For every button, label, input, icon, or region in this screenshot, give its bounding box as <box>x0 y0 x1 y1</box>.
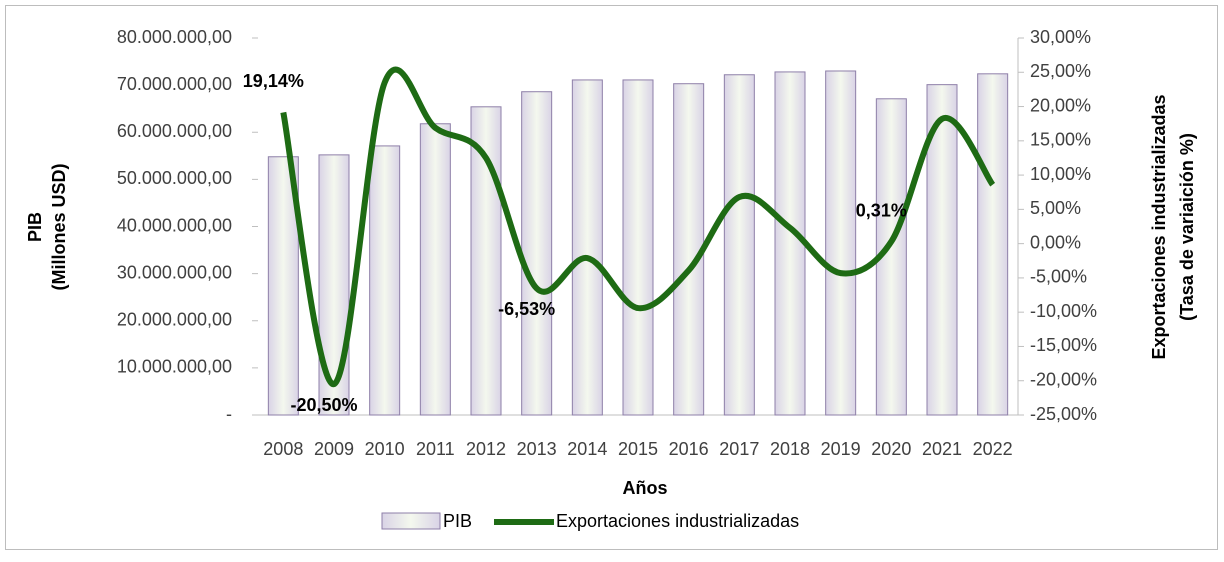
y2-axis-title: (Tasa de variaición %) <box>1177 133 1197 321</box>
x-tick-label: 2013 <box>517 439 557 459</box>
y-tick-label: 80.000.000,00 <box>117 27 232 47</box>
y-axis-title: (Millones USD) <box>49 163 69 290</box>
x-tick-label: 2019 <box>821 439 861 459</box>
bar <box>571 79 603 416</box>
x-axis-title: Años <box>623 478 668 498</box>
data-label: 0,31% <box>856 200 907 220</box>
y2-tick-label: -10,00% <box>1030 301 1097 321</box>
y2-tick-label: 10,00% <box>1030 164 1091 184</box>
y-tick-label: 20.000.000,00 <box>117 310 232 330</box>
y-tick-label: 70.000.000,00 <box>117 74 232 94</box>
y-tick-label: 60.000.000,00 <box>117 121 232 141</box>
line <box>280 66 996 388</box>
y-tick-label: 30.000.000,00 <box>117 262 232 282</box>
y2-tick-label: 0,00% <box>1030 232 1081 252</box>
data-label: -20,50% <box>290 395 357 415</box>
legend-swatch <box>381 512 441 530</box>
y2-tick-label: -25,00% <box>1030 404 1097 424</box>
bar <box>825 70 857 416</box>
y2-tick-label: 20,00% <box>1030 95 1091 115</box>
bar <box>774 71 806 416</box>
x-tick-label: 2020 <box>871 439 911 459</box>
y2-tick-label: -5,00% <box>1030 267 1087 287</box>
x-tick-label: 2017 <box>719 439 759 459</box>
x-tick-label: 2021 <box>922 439 962 459</box>
x-tick-label: 2012 <box>466 439 506 459</box>
x-tick-label: 2008 <box>263 439 303 459</box>
y-axis-title: PIB <box>25 212 45 242</box>
y-tick-label: 10.000.000,00 <box>117 357 232 377</box>
y-tick-label: 50.000.000,00 <box>117 168 232 188</box>
bar <box>318 154 350 416</box>
y2-tick-label: 15,00% <box>1030 130 1091 150</box>
x-tick-label: 2009 <box>314 439 354 459</box>
legend-label: Exportaciones industrializadas <box>556 511 799 531</box>
data-label: 19,14% <box>243 71 304 91</box>
x-tick-label: 2011 <box>416 439 455 459</box>
bar <box>977 73 1009 416</box>
y2-tick-label: 25,00% <box>1030 61 1091 81</box>
bar <box>622 79 654 416</box>
x-tick-label: 2015 <box>618 439 658 459</box>
y2-axis-title: Exportaciones industrializadas <box>1149 94 1169 359</box>
y2-tick-label: 30,00% <box>1030 27 1091 47</box>
x-tick-label: 2018 <box>770 439 810 459</box>
legend-label: PIB <box>443 511 472 531</box>
y-tick-label: 40.000.000,00 <box>117 215 232 235</box>
x-tick-label: 2010 <box>365 439 405 459</box>
y2-tick-label: 5,00% <box>1030 198 1081 218</box>
bar <box>521 91 553 416</box>
bar <box>673 83 705 416</box>
x-tick-label: 2022 <box>973 439 1013 459</box>
x-tick-label: 2016 <box>669 439 709 459</box>
bar <box>369 145 401 416</box>
y2-tick-label: -15,00% <box>1030 335 1097 355</box>
bar <box>723 74 755 416</box>
bar <box>419 123 451 416</box>
x-tick-label: 2014 <box>567 439 607 459</box>
y-tick-label: - <box>226 404 232 424</box>
data-label: -6,53% <box>498 299 555 319</box>
y2-tick-label: -20,00% <box>1030 369 1097 389</box>
